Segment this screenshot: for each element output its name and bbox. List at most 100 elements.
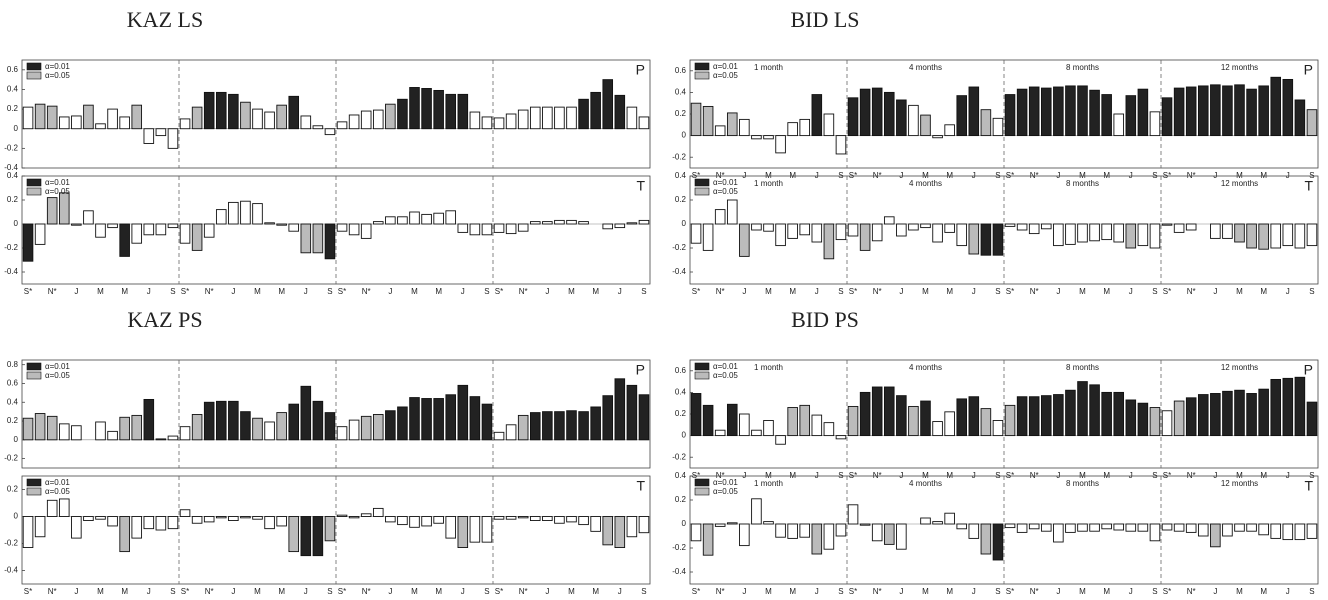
bar <box>228 93 239 130</box>
bar <box>372 507 384 517</box>
bar <box>215 91 227 130</box>
bar <box>469 516 481 543</box>
x-tick-label: M <box>789 587 796 596</box>
bar <box>823 113 835 137</box>
bar <box>751 429 762 437</box>
bar <box>763 223 774 232</box>
bar <box>505 516 517 520</box>
bar <box>1053 86 1064 137</box>
bar <box>457 93 469 130</box>
legend-swatch <box>694 371 710 380</box>
legend-swatch <box>26 178 42 187</box>
y-tick-label: 0.6 <box>7 65 19 74</box>
bar <box>469 396 481 441</box>
bar <box>896 523 907 550</box>
bar <box>1065 85 1076 137</box>
bar <box>1040 523 1052 532</box>
bar <box>276 516 287 527</box>
bar <box>702 105 714 137</box>
x-tick-label: J <box>74 587 78 596</box>
bar <box>859 391 871 437</box>
y-tick-label: 0.4 <box>675 388 687 397</box>
bar <box>1053 523 1064 543</box>
legend-label: α=0.05 <box>45 371 70 380</box>
bar <box>1234 223 1245 243</box>
bar <box>1282 377 1294 437</box>
bar <box>1016 523 1028 533</box>
bar <box>578 98 589 130</box>
bar <box>1016 223 1028 231</box>
x-tick-label: M <box>765 287 772 296</box>
bar <box>726 199 738 225</box>
legend-label: α=0.01 <box>45 62 70 71</box>
bar <box>1028 86 1040 137</box>
bar <box>179 223 191 244</box>
x-tick-label: N* <box>519 287 528 296</box>
bar <box>469 223 481 236</box>
bar <box>835 135 847 155</box>
bar <box>1197 85 1209 137</box>
bar <box>95 421 106 441</box>
bar <box>751 498 762 525</box>
bar <box>811 94 823 137</box>
x-tick-label: S <box>1152 587 1157 596</box>
bar <box>348 114 360 130</box>
bar <box>385 216 396 225</box>
bar <box>626 222 638 225</box>
bar <box>433 398 444 441</box>
bar <box>1016 396 1028 437</box>
bar <box>787 223 798 239</box>
bar <box>22 223 34 262</box>
bar <box>505 424 517 441</box>
legend-label: α=0.01 <box>713 62 738 71</box>
bar <box>1089 523 1100 532</box>
bar <box>409 211 420 225</box>
bar <box>433 516 444 524</box>
bar <box>469 111 481 130</box>
x-tick-label: N* <box>48 587 57 596</box>
bar <box>264 222 275 225</box>
bar <box>944 223 955 233</box>
x-tick-label: M <box>254 287 261 296</box>
bar <box>83 516 94 521</box>
x-tick-label: S <box>170 287 175 296</box>
bar <box>566 410 577 441</box>
x-tick-label: M <box>435 287 442 296</box>
bar <box>1028 223 1040 235</box>
bar <box>980 223 992 256</box>
bar <box>847 97 859 137</box>
bar <box>131 516 143 539</box>
bar <box>336 426 348 441</box>
bar <box>22 106 34 130</box>
bar <box>143 516 155 530</box>
bar <box>445 93 457 130</box>
panel-title: KAZ PS <box>127 307 202 332</box>
bar <box>1004 404 1016 437</box>
x-tick-label: S* <box>849 587 857 596</box>
x-tick-label: S <box>641 587 646 596</box>
bar <box>1222 85 1233 137</box>
x-tick-label: J <box>388 587 392 596</box>
bar <box>578 516 589 526</box>
bar <box>1282 523 1294 541</box>
bar <box>409 516 420 528</box>
bar <box>119 223 130 257</box>
bar <box>397 516 408 526</box>
subplot-label: T <box>636 478 645 494</box>
bar <box>1270 378 1282 437</box>
bar <box>71 425 82 441</box>
bar <box>920 517 931 525</box>
bar <box>1210 223 1221 239</box>
bar <box>409 87 420 130</box>
bar <box>920 223 931 229</box>
y-tick-label: -0.4 <box>672 267 686 276</box>
legend-swatch <box>694 187 710 196</box>
subplot-label: T <box>1304 178 1313 194</box>
bar <box>992 117 1004 137</box>
bar <box>360 415 372 441</box>
bar <box>739 118 750 137</box>
bar <box>823 223 835 260</box>
bar <box>896 99 907 137</box>
x-tick-label: J <box>742 587 746 596</box>
legend-label: α=0.01 <box>45 478 70 487</box>
